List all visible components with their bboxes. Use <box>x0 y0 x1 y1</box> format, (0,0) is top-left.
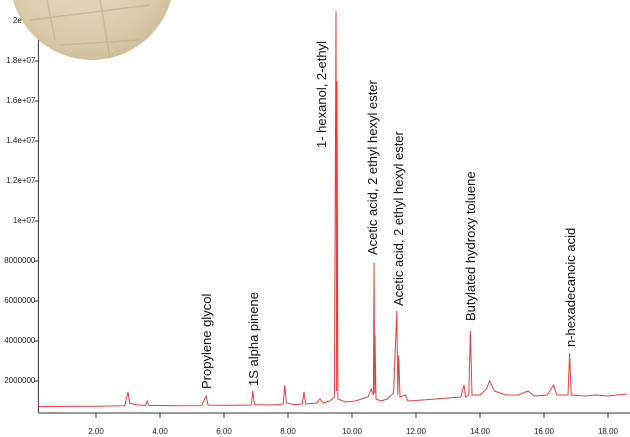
peak-annotation: n-hexadecanoic acid <box>563 228 578 347</box>
y-tick-label: 8000000 <box>4 256 36 265</box>
x-tick-label: 14.00 <box>470 427 491 436</box>
x-tick-label: 16.00 <box>534 427 555 436</box>
peak-annotation: 1- hexanol, 2-ethyl <box>314 41 329 148</box>
y-tick-label: 1.4e+07 <box>6 136 36 145</box>
x-tick-label: 4.00 <box>152 427 168 436</box>
x-tick-label: 12.00 <box>406 427 427 436</box>
peak-annotation: 1S alpha pinene <box>246 292 261 386</box>
x-tick-label: 8.00 <box>280 427 296 436</box>
y-tick-label: 1.6e+07 <box>6 96 36 105</box>
x-tick-label: 2.00 <box>88 427 104 436</box>
y-tick-label: 6000000 <box>4 296 36 305</box>
peak-annotation: Acetic acid, 2 ethyl hexyl ester <box>391 130 406 306</box>
peak-annotation: Butylated hydroxy toluene <box>463 171 478 321</box>
x-tick-label: 18.00 <box>598 427 619 436</box>
y-tick-label: 2000000 <box>4 376 36 385</box>
chart: 2000000 4000000 6000000 8000000 1e+07 1.2e+07… <box>0 0 630 437</box>
y-tick-label: 1.8e+07 <box>6 56 36 65</box>
y-tick-label: 4000000 <box>4 336 36 345</box>
y-tick-label: 1e+07 <box>13 216 36 225</box>
x-tick-label: 6.00 <box>216 427 232 436</box>
peak-annotation: Acetic acid, 2 ethyl hexyl ester <box>365 79 380 255</box>
y-tick-label: 1.2e+07 <box>6 176 36 185</box>
chromatogram-line <box>38 11 627 407</box>
photo-thumbnail <box>10 0 174 60</box>
peak-annotation: Propylene glycol <box>199 294 214 389</box>
x-tick-label: 10.00 <box>342 427 363 436</box>
